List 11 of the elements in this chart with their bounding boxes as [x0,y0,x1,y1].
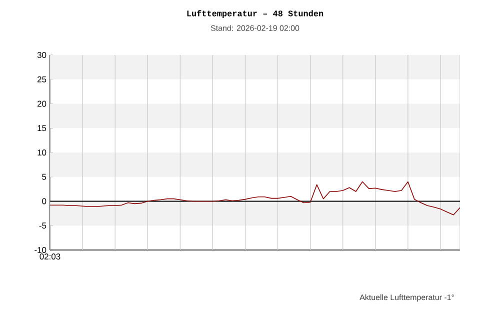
chart-title: Lufttemperatur – 48 Stunden [187,10,324,18]
y-tick-label: 15 [38,125,46,132]
y-tick-label: 10 [38,150,46,156]
y-tick-label: 5 [42,174,46,180]
y-tick-label: 20 [37,100,46,107]
y-tick-label: 0 [42,198,46,204]
x-tick-label: 02:03 [40,254,60,260]
y-tick-label: 25 [37,76,46,82]
y-tick-label: -5 [39,222,46,229]
y-tick-label: -10 [34,247,46,253]
y-tick-label: 30 [37,52,46,58]
